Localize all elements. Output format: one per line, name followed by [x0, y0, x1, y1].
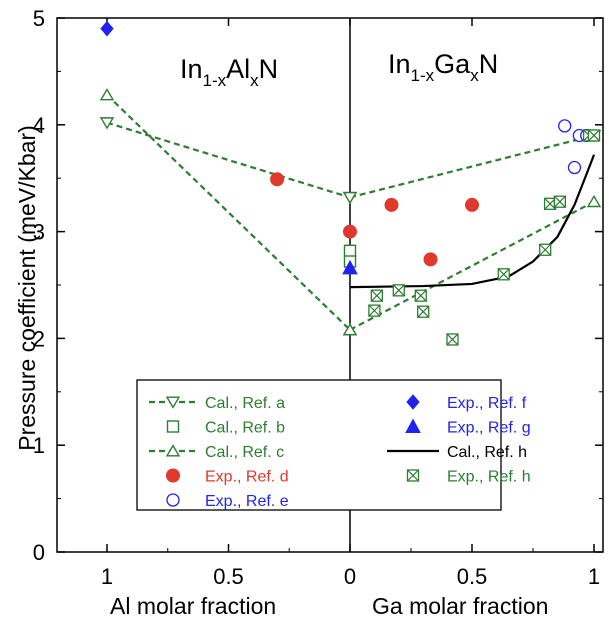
data-point [539, 243, 552, 256]
legend-label: Exp., Ref. d [205, 469, 289, 486]
data-point [99, 88, 115, 101]
legend-entry: Exp., Ref. g [405, 418, 531, 437]
legend-label: Cal., Ref. c [205, 444, 284, 461]
legend-label: Exp., Ref. g [447, 420, 531, 437]
legend-entry: Exp., Ref. f [406, 394, 527, 412]
x-axis-ticks: 1 0.5 0 0.5 1 [101, 18, 600, 589]
data-point [465, 197, 479, 212]
y-axis-title: Pressure coefficient (meV/Kbar) [14, 125, 40, 451]
series-line [106, 94, 351, 331]
series-line [349, 154, 596, 289]
data-point [567, 160, 582, 175]
legend-marker-swatch [166, 493, 180, 507]
legend-marker-swatch [406, 469, 420, 482]
data-point [270, 172, 285, 187]
legend-marker-swatch [165, 396, 181, 409]
data-point [342, 323, 358, 336]
series-lines [106, 94, 596, 331]
data-point [497, 268, 510, 281]
y-tick-label: 0 [33, 540, 45, 565]
x-tick-label: 0.5 [457, 564, 488, 589]
legend-entry: Exp., Ref. d [166, 468, 289, 486]
legend-entry: Exp., Ref. e [166, 493, 289, 510]
legend-entry: Cal., Ref. a [149, 395, 285, 412]
legend: Cal., Ref. a Cal., Ref. b Cal., Ref. c Exp.… [136, 379, 531, 511]
composition-label-ingan: In1-xGaxN [388, 49, 498, 85]
legend-entry: Cal., Ref. b [166, 420, 285, 437]
data-point [100, 20, 114, 37]
legend-label: Cal., Ref. a [205, 395, 285, 412]
data-point [343, 224, 357, 239]
data-point [342, 259, 358, 275]
y-axis-ticks: 0 1 2 3 4 5 [33, 6, 603, 565]
data-point [343, 244, 357, 258]
legend-entry: Cal., Ref. c [149, 444, 284, 461]
data-point [587, 129, 601, 142]
series-line [349, 134, 595, 199]
data-point [414, 289, 427, 302]
data-point [99, 117, 115, 130]
data-point [586, 194, 602, 208]
data-point [384, 197, 399, 212]
legend-label: Cal., Ref. b [205, 420, 285, 437]
y-tick-label: 2 [33, 326, 45, 351]
data-point [446, 333, 459, 346]
series-line [349, 200, 595, 331]
x-axis-title-right: Ga molar fraction [372, 593, 548, 619]
y-tick-label: 3 [33, 220, 45, 245]
x-tick-label: 0.5 [213, 564, 244, 589]
legend-entry: Cal., Ref. h [387, 444, 527, 461]
x-tick-label: 1 [101, 564, 113, 589]
legend-marker-swatch [406, 394, 420, 410]
legend-marker-swatch [165, 444, 181, 457]
composition-label-inaln: In1-xAlxN [180, 54, 278, 90]
data-point [368, 304, 381, 317]
data-point [558, 119, 572, 133]
legend-label: Exp., Ref. e [205, 493, 289, 510]
data-point [417, 305, 430, 318]
x-axis-title-left: Al molar fraction [110, 593, 276, 619]
series-line [106, 121, 351, 199]
data-point [342, 191, 358, 205]
data-point [423, 252, 438, 267]
legend-box [136, 379, 502, 511]
x-tick-label: 0 [344, 564, 356, 589]
legend-marker-swatch [166, 468, 180, 483]
legend-marker-swatch [166, 420, 180, 433]
legend-entry: Exp., Ref. h [406, 469, 531, 486]
legend-label: Exp., Ref. h [447, 469, 531, 486]
data-point [370, 289, 383, 302]
y-tick-label: 5 [33, 6, 45, 31]
series-markers [99, 20, 602, 346]
legend-label: Exp., Ref. f [447, 395, 527, 412]
y-tick-label: 4 [33, 113, 45, 138]
legend-marker-swatch [405, 418, 421, 433]
data-point [553, 195, 566, 208]
data-point [392, 284, 405, 297]
legend-label: Cal., Ref. h [447, 444, 527, 461]
y-tick-label: 1 [33, 433, 45, 458]
x-tick-label: 1 [588, 564, 600, 589]
